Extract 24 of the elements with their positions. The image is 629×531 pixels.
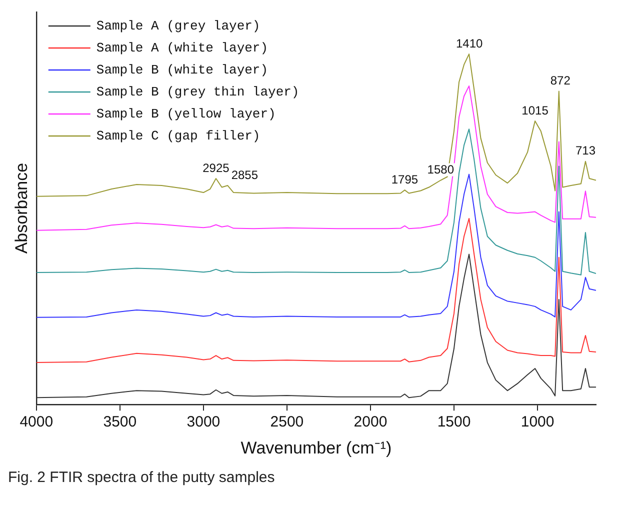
caption: Fig. 2 FTIR spectra of the putty samples (8, 469, 276, 486)
legend-label: Sample B (yellow layer) (96, 106, 276, 122)
annotation: 713 (575, 144, 596, 158)
x-tick-label: 2500 (270, 414, 304, 431)
legend-label: Sample B (grey thin layer) (96, 84, 300, 100)
annotation: 2855 (231, 168, 258, 182)
annotation: 872 (550, 74, 571, 88)
x-tick-label: 3000 (186, 414, 220, 431)
x-tick-label: 3500 (103, 414, 137, 431)
legend-label: Sample A (grey layer) (96, 18, 260, 34)
x-tick-label: 2000 (354, 414, 388, 431)
annotation: 1795 (391, 172, 418, 186)
annotation: 1015 (522, 103, 549, 118)
annotation: 2925 (202, 160, 230, 175)
x-tick-label: 1000 (520, 414, 554, 431)
x-tick-label: 4000 (20, 414, 54, 431)
x-axis-title: Wavenumber (cm⁻¹) (240, 438, 392, 458)
legend-label: Sample C (gap filler) (96, 128, 260, 144)
legend-label: Sample A (white layer) (96, 40, 268, 56)
x-tick-label: 1500 (437, 414, 471, 431)
legend-label: Sample B (white layer) (96, 62, 268, 78)
y-axis-title: Absorbance (12, 162, 31, 254)
annotation: 1410 (456, 36, 484, 50)
annotation: 1580 (427, 162, 454, 177)
